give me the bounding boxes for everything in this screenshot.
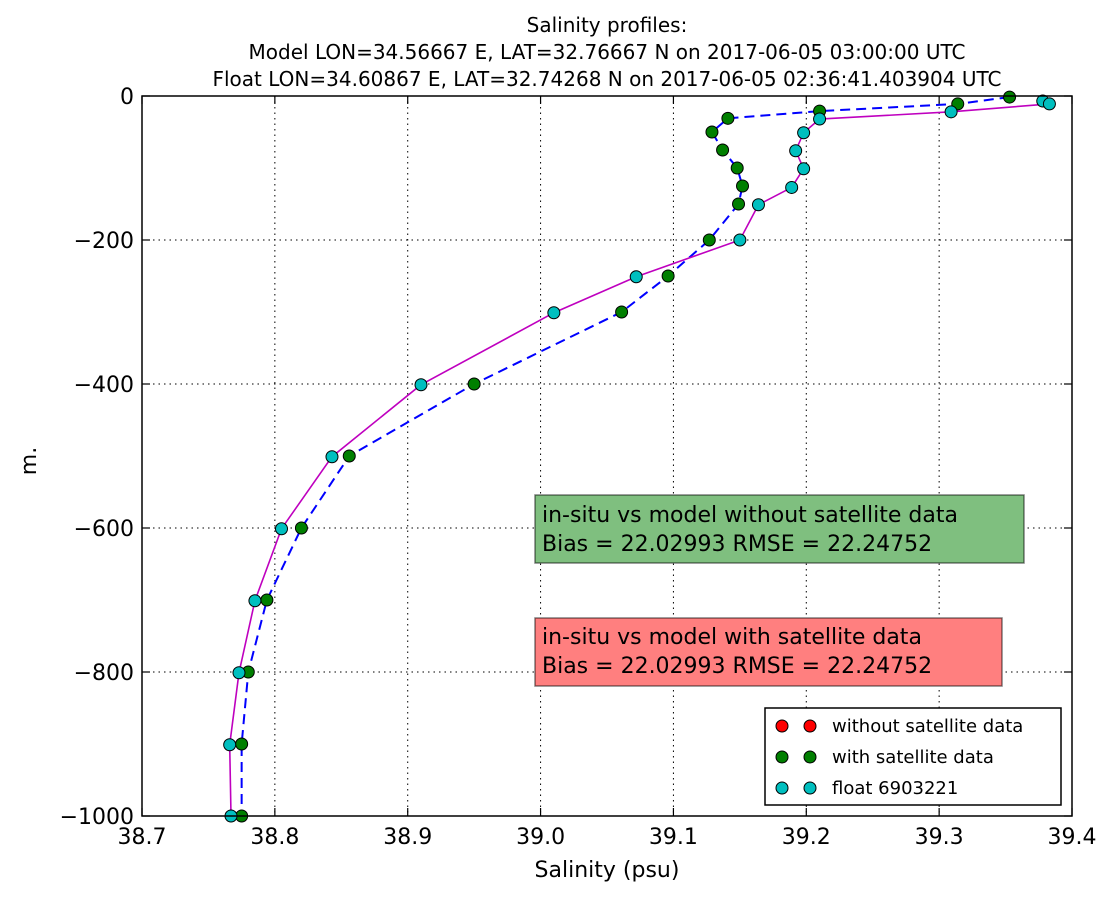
x-tick-label: 39.1 xyxy=(649,825,698,850)
stats-box-with-line-1: in-situ vs model with satellite data xyxy=(542,625,922,650)
float-point xyxy=(944,105,958,119)
with-satellite-point xyxy=(342,449,356,463)
stats-box-without-line-2: Bias = 22.02993 RMSE = 22.24752 xyxy=(542,532,932,557)
with-satellite-point xyxy=(615,305,629,319)
float-point xyxy=(813,112,827,126)
stats-box-without-background xyxy=(534,494,1025,564)
legend-label: with satellite data xyxy=(832,747,994,768)
float-point xyxy=(547,306,561,320)
x-tick-label: 39.3 xyxy=(915,825,964,850)
y-tick-label: −200 xyxy=(74,229,134,254)
with-satellite-point xyxy=(736,179,750,193)
legend-marker xyxy=(803,781,817,795)
legend-entries: without satellite data with satellite dat… xyxy=(775,716,1023,799)
float-point xyxy=(733,233,747,247)
legend-marker xyxy=(775,750,789,764)
with-satellite-point xyxy=(661,269,675,283)
float-point xyxy=(248,594,262,608)
with-satellite-point xyxy=(730,161,744,175)
y-tick-label: 0 xyxy=(120,85,134,110)
float-point xyxy=(785,180,799,194)
x-tick-label: 39.4 xyxy=(1048,825,1097,850)
float-point xyxy=(797,162,811,176)
stats-box-with-satellite: in-situ vs model with satellite data Bia… xyxy=(534,617,1003,687)
x-tick-labels: 38.7 38.8 38.9 39.0 39.1 39.2 39.3 39.4 xyxy=(118,825,1097,850)
plot-frame xyxy=(141,95,1073,817)
y-tick-label: −400 xyxy=(74,373,134,398)
legend-marker xyxy=(803,750,817,764)
with-satellite-point xyxy=(716,143,730,157)
x-axis-label: Salinity (psu) xyxy=(535,858,680,883)
stats-box-with-background xyxy=(534,617,1003,687)
with-satellite-point xyxy=(1003,90,1017,104)
y-tick-label: −800 xyxy=(74,661,134,686)
float-markers xyxy=(223,94,1056,823)
legend: without satellite data with satellite dat… xyxy=(764,707,1062,806)
with-satellite-point xyxy=(294,521,308,535)
x-tick-label: 38.7 xyxy=(118,825,167,850)
float-point xyxy=(325,450,339,464)
y-tick-label: −1000 xyxy=(60,805,134,830)
with-satellite-point xyxy=(467,377,481,391)
float-point xyxy=(751,198,765,212)
with-satellite-point xyxy=(732,197,746,211)
legend-label: without satellite data xyxy=(832,716,1023,737)
legend-marker xyxy=(803,719,817,733)
float-point xyxy=(1042,97,1056,111)
with-satellite-point xyxy=(260,593,274,607)
stats-box-without-satellite: in-situ vs model without satellite data … xyxy=(534,494,1025,564)
chart-title-line-3: Float LON=34.60867 E, LAT=32.74268 N on … xyxy=(213,67,1002,91)
y-tick-labels: 0 −200 −400 −600 −800 −1000 xyxy=(60,85,134,830)
x-tick-label: 39.0 xyxy=(516,825,565,850)
with-satellite-point xyxy=(721,111,735,125)
x-tick-label: 38.8 xyxy=(250,825,299,850)
float-point xyxy=(223,738,237,752)
legend-label: float 6903221 xyxy=(832,778,958,799)
float-point xyxy=(629,270,643,284)
float-point xyxy=(414,378,428,392)
with-satellite-point xyxy=(702,233,716,247)
x-tick-label: 38.9 xyxy=(383,825,432,850)
with-satellite-point xyxy=(705,125,719,139)
y-axis-label: m. xyxy=(17,447,42,475)
x-tick-label: 39.2 xyxy=(782,825,831,850)
legend-marker xyxy=(775,719,789,733)
float-point xyxy=(797,126,811,140)
with-satellite-point xyxy=(235,737,249,751)
float-point xyxy=(789,144,803,158)
stats-box-without-line-1: in-situ vs model without satellite data xyxy=(542,503,958,528)
y-tick-label: −600 xyxy=(74,517,134,542)
chart-title-line-2: Model LON=34.56667 E, LAT=32.76667 N on … xyxy=(249,40,966,64)
float-point xyxy=(232,666,246,680)
stats-box-with-line-2: Bias = 22.02993 RMSE = 22.24752 xyxy=(542,654,932,679)
float-point xyxy=(275,522,288,536)
chart-title-line-1: Salinity profiles: xyxy=(527,13,688,37)
legend-marker xyxy=(775,781,789,795)
